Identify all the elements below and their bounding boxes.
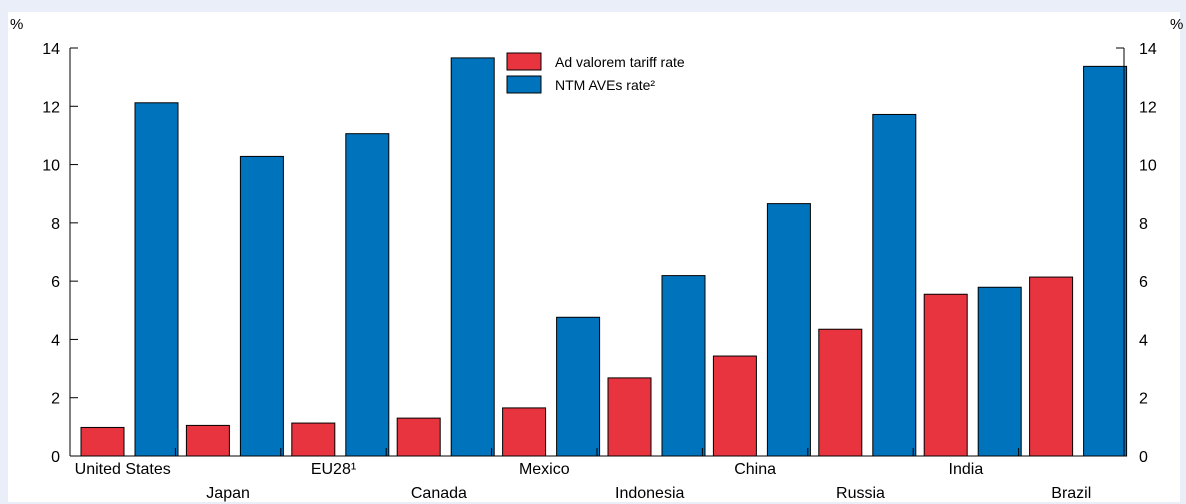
bar-ntm-2 (345, 133, 390, 457)
bar-ntm-8 (977, 286, 1022, 457)
bar-ntm-5 (661, 275, 706, 457)
y-tick-label-left: 10 (42, 158, 60, 175)
category-label: Mexico (519, 461, 570, 478)
bar-ntm-6 (766, 203, 811, 457)
bar-tariff-4 (502, 407, 547, 457)
category-label: India (949, 461, 984, 478)
y-tick-label-right: 0 (1139, 449, 1148, 466)
bar-tariff-3 (396, 417, 441, 457)
y-tick-label-left: 6 (51, 274, 60, 291)
legend-label-ntm: NTM AVEs rate² (555, 77, 655, 93)
x-axis-categories: United States Japan EU28¹ Canada Mexico Indon… (75, 448, 1091, 502)
y-axis-left: 0 2 4 6 8 10 12 14 (42, 41, 78, 466)
category-label: Canada (411, 485, 467, 502)
y-tick-label-left: 8 (51, 216, 60, 233)
bars (80, 57, 1128, 457)
legend-swatch-tariff (506, 52, 542, 71)
legend-label-tariff: Ad valorem tariff rate (555, 54, 685, 70)
bar-tariff-2 (291, 422, 336, 457)
legend: Ad valorem tariff rate NTM AVEs rate² (506, 52, 685, 94)
y-tick-label-left: 4 (51, 332, 60, 349)
bar-ntm-4 (556, 316, 601, 457)
bar-tariff-9 (1029, 276, 1074, 457)
bar-tariff-8 (923, 293, 968, 457)
y-tick-label-left: 2 (51, 391, 60, 408)
y-tick-label-left: 0 (51, 449, 60, 466)
category-label: United States (75, 461, 171, 478)
category-label: Japan (206, 485, 250, 502)
y-axis-unit-left: % (10, 16, 23, 33)
y-tick-label-right: 2 (1139, 391, 1148, 408)
bar-tariff-7 (818, 328, 863, 457)
y-tick-label-right: 14 (1139, 41, 1157, 58)
y-tick-label-right: 12 (1139, 99, 1157, 116)
y-tick-label-right: 10 (1139, 158, 1157, 175)
bar-ntm-3 (450, 57, 495, 457)
y-tick-label-left: 12 (42, 99, 60, 116)
y-tick-label-right: 4 (1139, 332, 1148, 349)
y-tick-label-right: 6 (1139, 274, 1148, 291)
category-label: EU28¹ (311, 461, 356, 478)
y-axis-unit-right: % (1170, 16, 1183, 33)
category-label: Indonesia (615, 485, 684, 502)
bar-ntm-9 (1083, 65, 1128, 457)
bar-ntm-1 (239, 155, 284, 457)
bar-tariff-0 (80, 426, 125, 457)
category-label: Russia (836, 485, 885, 502)
y-tick-label-right: 8 (1139, 216, 1148, 233)
bar-tariff-1 (185, 424, 230, 457)
bar-tariff-6 (712, 355, 757, 457)
y-tick-label-left: 14 (42, 41, 60, 58)
category-label: Brazil (1051, 485, 1091, 502)
category-label: China (734, 461, 776, 478)
bar-tariff-5 (607, 377, 652, 457)
legend-swatch-ntm (506, 75, 542, 94)
bar-ntm-7 (872, 113, 917, 457)
bar-ntm-0 (134, 102, 179, 457)
